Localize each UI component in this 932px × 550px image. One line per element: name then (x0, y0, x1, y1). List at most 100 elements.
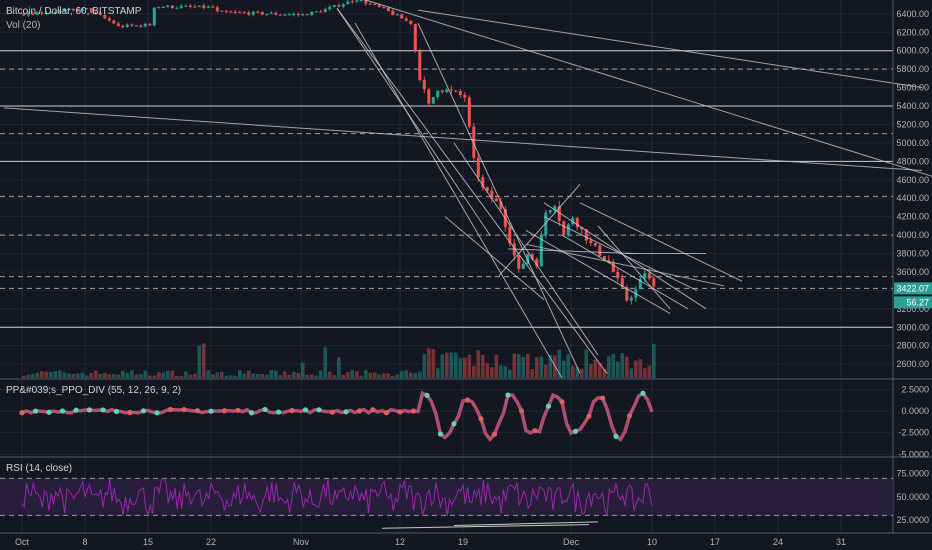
candle-body (454, 90, 458, 92)
volume-bar (143, 370, 148, 378)
price-tick-label: 3000.00 (896, 322, 929, 332)
candle-body (463, 94, 467, 98)
candle-body (233, 11, 237, 13)
trendline (579, 202, 743, 282)
candle-body (643, 273, 647, 279)
volume-bar (233, 375, 238, 378)
volume-bar (643, 368, 647, 378)
volume-bar (652, 343, 656, 378)
ppo-dot (73, 407, 79, 413)
price-tick-label: 3800.00 (896, 249, 929, 259)
candle-body (202, 5, 206, 8)
volume-legend: Vol (20) (6, 20, 40, 31)
volume-bar (202, 343, 206, 378)
volume-bar (472, 365, 476, 378)
volume-bar (544, 364, 548, 378)
ppo-dot (19, 410, 25, 416)
volume-bar (548, 354, 553, 378)
volume-bar (238, 370, 242, 378)
volume-bar (193, 373, 197, 378)
volume-bar (539, 356, 544, 378)
x-tick-label: 17 (710, 537, 720, 547)
volume-bar (377, 374, 382, 378)
candle-body (499, 201, 503, 209)
volume-bar (341, 374, 346, 378)
candle-body (125, 24, 129, 28)
volume-bar (467, 354, 472, 378)
candle-body (130, 24, 134, 26)
rsi-trendline (453, 521, 599, 527)
candle-body (193, 6, 197, 8)
candle-body (301, 14, 305, 16)
volume-bar (116, 374, 121, 378)
ppo-tick-label: 0.0000 (901, 406, 929, 416)
x-tick-label: 24 (773, 537, 783, 547)
ppo-dot (154, 410, 160, 416)
candle-body (413, 23, 417, 51)
candle-body (350, 1, 354, 3)
candle-body (40, 12, 44, 14)
x-tick-label: Oct (15, 537, 30, 547)
candle-body (247, 12, 251, 15)
volume-bar (58, 370, 62, 378)
volume-bar (40, 371, 44, 378)
candle-body (476, 157, 480, 178)
price-tick-label: 4800.00 (896, 156, 929, 166)
trendline (561, 234, 689, 310)
ppo-dot (572, 428, 579, 434)
ppo-dot (410, 408, 417, 414)
candle-body (436, 90, 440, 98)
volume-bar (598, 362, 602, 378)
volume-bar (386, 373, 391, 378)
volume-bar (400, 371, 404, 378)
trendline (498, 184, 581, 276)
volume-bar (211, 374, 215, 378)
volume-bar (535, 357, 539, 378)
ppo-tick-label: 2.5000 (901, 385, 929, 395)
candle-body (427, 89, 431, 104)
volume-bar (103, 372, 107, 378)
candle-body (467, 97, 471, 127)
ppo-dot (532, 428, 538, 434)
candle-body (44, 12, 48, 14)
volume-bar (121, 370, 125, 378)
volume-bar (94, 370, 98, 378)
last-price-label: 3422.07 (896, 283, 929, 293)
candle-body (112, 20, 116, 24)
volume-bar (215, 372, 220, 378)
volume-bar (562, 360, 566, 378)
candle-body (647, 273, 651, 279)
symbol-legend: Bitcoin / Dollar, 60, BITSTAMP (6, 6, 141, 17)
candle-body (296, 14, 300, 16)
volume-bar (391, 375, 395, 378)
candle-body (364, 0, 368, 4)
volume-bar (49, 371, 53, 378)
candle-body (544, 212, 548, 236)
ppo-dot (478, 416, 484, 422)
ppo-label: PP&#039;s_PPO_DIV (55, 12, 26, 9, 2) (6, 385, 182, 396)
trendline (507, 248, 635, 255)
volume-bar (454, 352, 458, 378)
candle-body (553, 206, 557, 211)
volume-bar (607, 356, 611, 378)
candle-body (530, 254, 534, 260)
candle-body (314, 11, 318, 13)
candle-body (67, 9, 71, 11)
candle-body (382, 6, 386, 8)
volume-bar (413, 373, 418, 378)
volume-bar (625, 356, 629, 378)
volume-bar (310, 374, 314, 378)
candle-body (220, 10, 224, 12)
volume-bar (431, 348, 436, 378)
x-tick-label: Dec (563, 537, 580, 547)
candle-body (148, 23, 152, 26)
volume-bar (629, 368, 634, 378)
price-tick-label: 5200.00 (896, 119, 929, 129)
volume-bar (647, 365, 652, 378)
candle-body (485, 187, 489, 191)
candle-body (490, 190, 494, 199)
price-tick-label: 6400.00 (896, 9, 929, 19)
candle-body (256, 11, 260, 13)
volume-bar (85, 375, 89, 378)
